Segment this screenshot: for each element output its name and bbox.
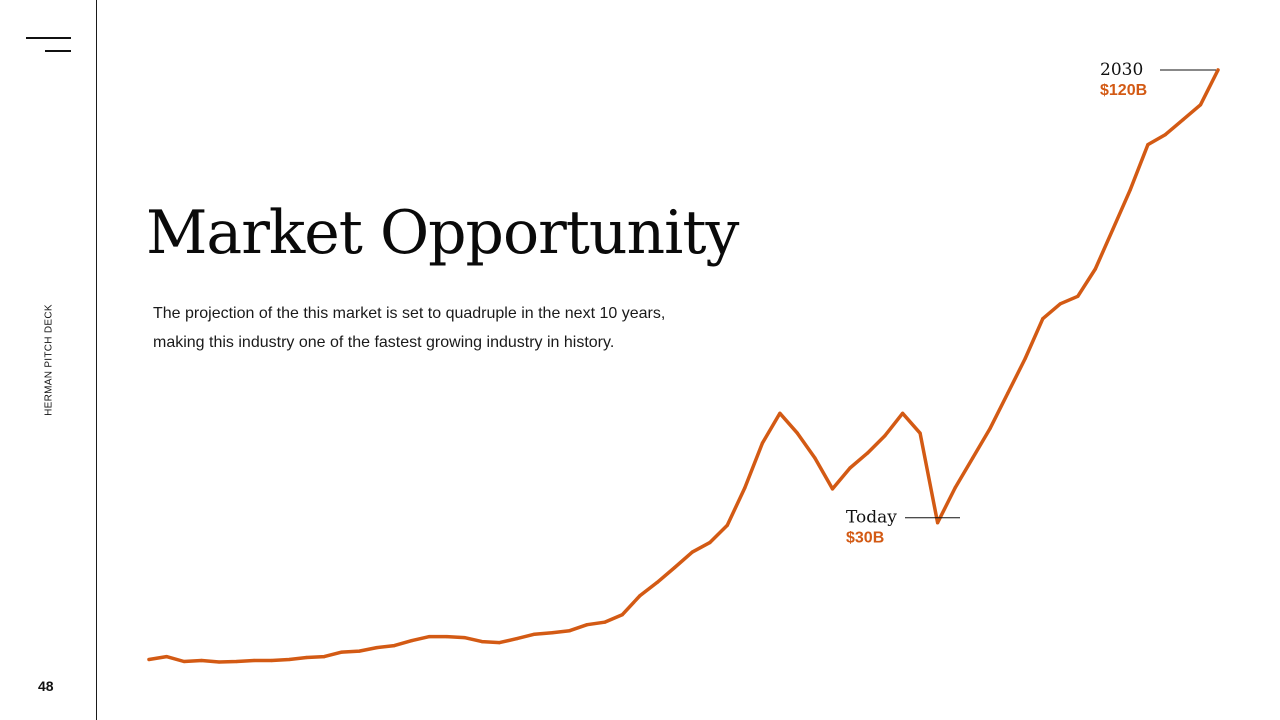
data-point <box>988 426 992 430</box>
page-number: 48 <box>38 678 54 694</box>
data-point <box>1058 302 1062 306</box>
data-point <box>445 635 449 639</box>
data-point <box>655 580 659 585</box>
today-label: Today <box>846 508 897 528</box>
data-point <box>795 431 800 435</box>
data-point <box>848 466 852 470</box>
data-point <box>1181 118 1185 122</box>
data-point <box>603 620 607 624</box>
data-point <box>322 655 326 659</box>
data-point <box>1006 391 1010 395</box>
data-point <box>532 632 537 636</box>
data-point <box>1111 227 1115 231</box>
data-point <box>410 639 414 643</box>
today-value-label: $30B <box>846 530 884 547</box>
hamburger-menu-icon[interactable] <box>26 37 72 55</box>
menu-icon-top-bar <box>26 37 71 39</box>
data-point <box>147 657 151 662</box>
data-point <box>620 613 624 617</box>
market-size-line <box>147 68 1220 664</box>
data-point <box>164 655 169 659</box>
data-point <box>1198 103 1203 107</box>
data-point <box>760 441 765 445</box>
data-point <box>1216 68 1220 72</box>
data-point <box>217 660 221 664</box>
data-point <box>270 658 274 663</box>
slide-description: The projection of the this market is set… <box>153 305 666 351</box>
data-point <box>673 565 677 570</box>
data-point <box>357 649 361 653</box>
data-point <box>480 640 484 644</box>
data-point <box>1128 187 1132 191</box>
data-points <box>147 68 1220 664</box>
year-2030-label: 2030 <box>1100 60 1143 80</box>
data-point <box>585 623 589 627</box>
data-point <box>1093 267 1097 271</box>
data-point <box>778 411 782 415</box>
data-point <box>971 456 975 460</box>
data-point <box>200 658 204 663</box>
data-point <box>235 659 239 664</box>
data-point <box>305 655 309 660</box>
data-point <box>638 594 642 598</box>
data-point <box>725 523 729 527</box>
data-point <box>1023 356 1027 361</box>
data-point <box>392 644 396 648</box>
data-point <box>690 550 694 554</box>
data-point <box>953 486 957 490</box>
data-point <box>182 659 186 664</box>
data-point <box>883 434 887 438</box>
data-point <box>813 456 817 460</box>
data-point <box>936 521 940 525</box>
data-point <box>1163 133 1167 137</box>
slide-title: Market Opportunity <box>146 198 739 268</box>
menu-icon-bottom-bar <box>45 50 71 52</box>
data-point <box>375 646 379 650</box>
year-2030-value-label: $120B <box>1100 82 1147 99</box>
data-point <box>1146 143 1150 147</box>
data-point <box>568 629 572 633</box>
data-point <box>427 635 431 639</box>
data-point <box>515 637 519 641</box>
data-point <box>865 451 870 455</box>
data-point <box>497 641 502 645</box>
data-point <box>918 431 922 435</box>
data-point <box>252 658 256 663</box>
data-point <box>830 487 835 491</box>
data-point <box>901 411 905 415</box>
data-point <box>1041 317 1045 321</box>
data-point <box>287 657 291 662</box>
data-point <box>708 541 712 545</box>
data-point <box>340 650 344 654</box>
data-point <box>743 486 747 490</box>
data-point <box>1076 294 1080 298</box>
data-point <box>550 631 554 635</box>
sidebar-divider <box>96 0 97 720</box>
data-point <box>462 636 466 640</box>
